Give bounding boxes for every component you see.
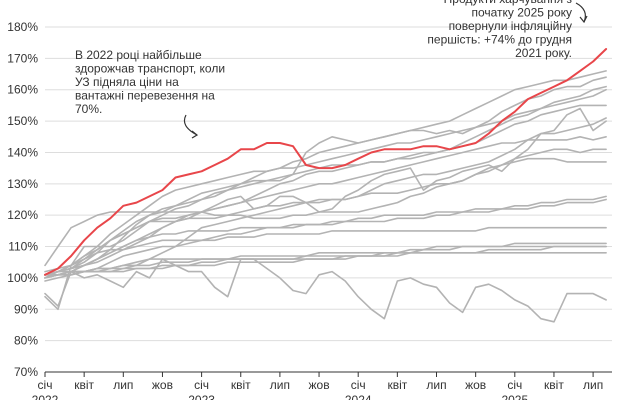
x-tick-label: жов xyxy=(152,378,173,392)
series-line xyxy=(44,157,607,276)
annotation-food: Продукти харчування зпочатку 2025 рокупо… xyxy=(427,0,572,60)
annotation-line: УЗ підняла ціни на xyxy=(75,75,179,89)
x-tick-label: квіт xyxy=(231,378,251,392)
y-tick-label: 170% xyxy=(7,51,38,65)
x-tick-label: жов xyxy=(465,378,486,392)
annotation-line: 2021 року. xyxy=(515,46,572,60)
annotation-arrow-transport xyxy=(183,114,198,136)
y-tick-label: 120% xyxy=(7,208,38,222)
y-tick-label: 70% xyxy=(14,365,38,379)
annotation-line: першість: +74% до грудня xyxy=(427,33,572,47)
y-tick-label: 80% xyxy=(14,334,38,348)
series-line xyxy=(44,245,607,276)
annotation-arrow-food xyxy=(575,2,586,23)
x-tick-label: жов xyxy=(309,378,330,392)
x-tick-label: січ xyxy=(351,378,366,392)
series-line xyxy=(44,104,607,276)
series-line xyxy=(44,258,607,323)
series-line xyxy=(44,198,607,279)
annotation-line: 70%. xyxy=(75,102,102,116)
series-line xyxy=(44,242,607,276)
x-tick-label: січ xyxy=(38,378,53,392)
x-tick-label: квіт xyxy=(544,378,564,392)
annotation-line: здорожчав транспорт, коли xyxy=(75,62,225,76)
y-tick-label: 180% xyxy=(7,20,38,34)
x-tick-label: лип xyxy=(113,378,133,392)
x-tick-label: квіт xyxy=(387,378,407,392)
x-tick-label: січ xyxy=(194,378,209,392)
y-tick-label: 150% xyxy=(7,114,38,128)
x-year-label: 2022 xyxy=(32,393,59,400)
y-tick-label: 140% xyxy=(7,145,38,159)
x-tick-label: лип xyxy=(426,378,446,392)
series-line xyxy=(44,76,607,279)
x-tick-label: квіт xyxy=(74,378,94,392)
annotation-line: Продукти харчування з xyxy=(444,0,573,6)
x-year-label: 2024 xyxy=(345,393,372,400)
series-line xyxy=(44,148,607,267)
annotation-line: повернули інфляційну xyxy=(449,19,572,33)
series-line xyxy=(44,245,607,279)
series-line xyxy=(44,195,607,282)
series-line xyxy=(44,88,607,273)
x-tick-label: лип xyxy=(270,378,290,392)
y-tick-label: 110% xyxy=(8,240,38,254)
series-lines xyxy=(44,48,608,323)
x-tick-label: січ xyxy=(507,378,522,392)
y-axis-tick-labels: 70% 80% 90% 100% 110% 120% 130% 140% 150% 160% 170… xyxy=(7,20,38,379)
series-line xyxy=(44,107,607,311)
annotation-line: вантажні перевезення на xyxy=(75,89,215,103)
x-year-label: 2025 xyxy=(501,393,528,400)
series-line xyxy=(44,117,607,279)
annotation-line: В 2022 році найбільше xyxy=(75,48,202,62)
y-tick-label: 130% xyxy=(7,177,38,191)
x-year-label: 2023 xyxy=(188,393,215,400)
series-line xyxy=(44,226,607,276)
series-line-highlighted xyxy=(44,48,608,276)
annotation-line: початку 2025 року xyxy=(471,6,572,20)
annotation-arrowhead-food xyxy=(579,15,588,24)
y-tick-label: 90% xyxy=(14,302,38,316)
y-tick-label: 100% xyxy=(7,271,38,285)
series-line xyxy=(44,85,607,276)
annotation-arrowhead-transport xyxy=(191,130,199,139)
y-tick-label: 160% xyxy=(7,83,38,97)
x-tick-label: лип xyxy=(583,378,603,392)
